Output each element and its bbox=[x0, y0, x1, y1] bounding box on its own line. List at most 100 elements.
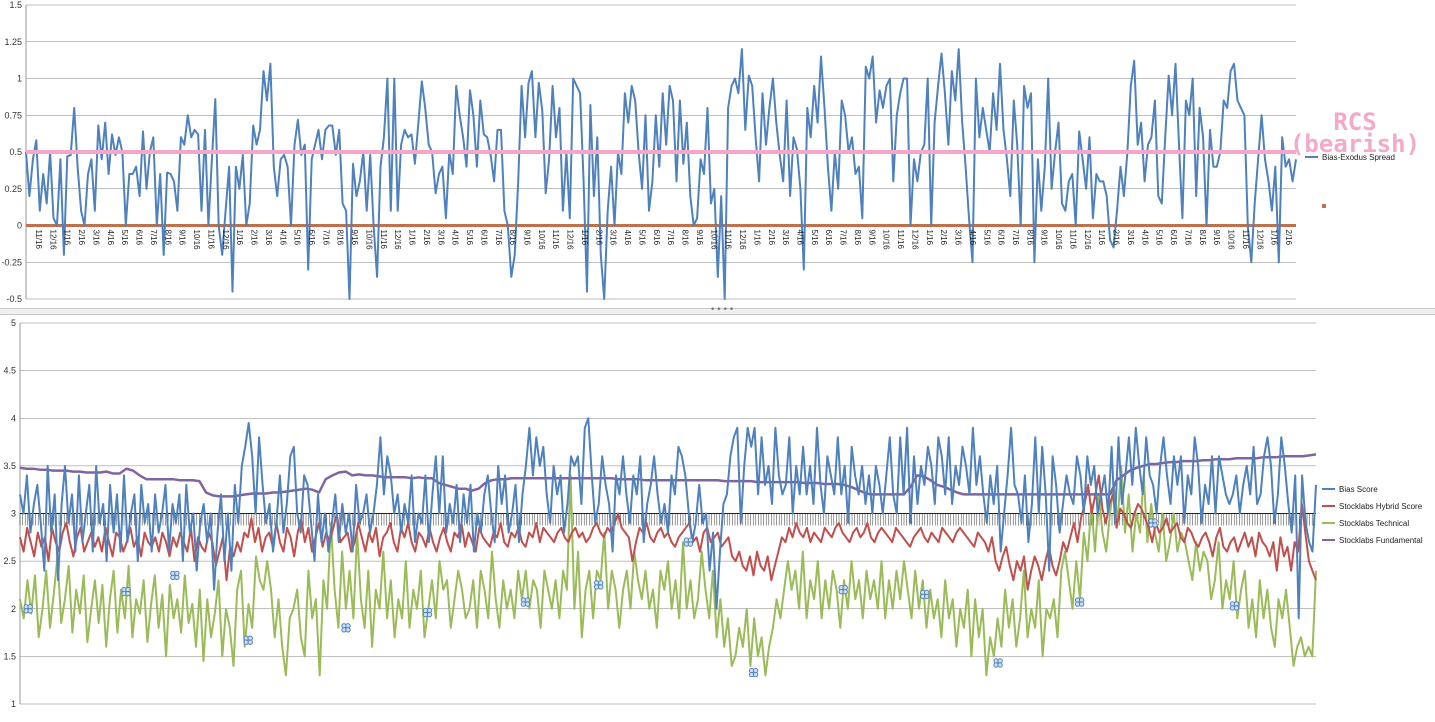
y-tick-label: 0.5 bbox=[9, 147, 22, 157]
x-tick-label: 9/16 bbox=[350, 230, 359, 246]
series-line-stocklabs-technical bbox=[19, 464, 1317, 677]
marker-point bbox=[1148, 518, 1158, 528]
legend-label-bias-exodus-spread: Bias-Exodus Spread bbox=[1322, 153, 1395, 162]
x-tick-label: 6/16 bbox=[652, 230, 661, 246]
x-tick-label: 9/16 bbox=[695, 230, 704, 246]
x-tick-label: 4/16 bbox=[796, 230, 805, 246]
y-tick-label: 0.75 bbox=[4, 110, 22, 120]
y-tick-label: 1 bbox=[17, 74, 22, 84]
x-tick-label: 1/16 bbox=[752, 230, 761, 246]
x-tick-label: 7/16 bbox=[839, 230, 848, 246]
x-tick-label: 6/16 bbox=[479, 230, 488, 246]
x-tick-label: 3/16 bbox=[1126, 230, 1135, 246]
x-tick-label: 12/16 bbox=[48, 230, 57, 251]
x-tick-label: 4/16 bbox=[968, 230, 977, 246]
x-tick-label: 10/16 bbox=[709, 230, 718, 251]
x-tick-label: 4/16 bbox=[623, 230, 632, 246]
x-tick-label: 7/16 bbox=[1183, 230, 1192, 246]
x-tick-label: 12/16 bbox=[393, 230, 402, 251]
legend-label-bias-score: Bias Score bbox=[1339, 485, 1378, 494]
x-tick-label: 5/16 bbox=[293, 230, 302, 246]
marker-point bbox=[993, 658, 1003, 668]
x-tick-label: 2/16 bbox=[250, 230, 259, 246]
y-tick-label: 4.5 bbox=[3, 366, 16, 376]
x-tick-label: 2/16 bbox=[77, 230, 86, 246]
bottom-chart-pane: 5 4.5 4 3.5 3 2.5 2 1.5 1 Bias Score Stocklabs Hyb… bbox=[0, 315, 1435, 717]
x-tick-label: 3/16 bbox=[609, 230, 618, 246]
x-tick-label: 5/16 bbox=[982, 230, 991, 246]
x-tick-label: 6/16 bbox=[824, 230, 833, 246]
x-tick-label: 8/16 bbox=[681, 230, 690, 246]
x-tick-label: 1/16 bbox=[580, 230, 589, 246]
x-tick-label: 9/16 bbox=[1040, 230, 1049, 246]
x-tick-label: 1/16 bbox=[63, 230, 72, 246]
marker-point bbox=[838, 585, 848, 595]
x-tick-label: 11/16 bbox=[379, 230, 388, 250]
splitter-grip-icon[interactable]: •••• bbox=[710, 305, 736, 315]
x-tick-label: 2/16 bbox=[422, 230, 431, 246]
y-tick-label: 4 bbox=[11, 413, 16, 423]
legend-label-stocklabs-hybrid-score: Stocklabs Hybrid Score bbox=[1339, 502, 1423, 511]
x-tick-label: 10/16 bbox=[192, 230, 201, 251]
x-tick-label: 11/16 bbox=[724, 230, 733, 250]
x-tick-label: 3/16 bbox=[781, 230, 790, 246]
x-tick-label: 12/16 bbox=[566, 230, 575, 251]
y-tick-label: 1 bbox=[11, 699, 16, 709]
x-tick-label: 6/16 bbox=[1169, 230, 1178, 246]
y-tick-label: -0.5 bbox=[6, 294, 22, 304]
marker-point bbox=[748, 667, 759, 678]
x-tick-label: 2/16 bbox=[939, 230, 948, 246]
y-tick-label: 0.25 bbox=[4, 184, 22, 194]
x-tick-label: 12/16 bbox=[1255, 230, 1264, 251]
x-tick-label: 10/16 bbox=[1054, 230, 1063, 251]
x-tick-label: 7/16 bbox=[321, 230, 330, 246]
x-tick-label: 12/16 bbox=[738, 230, 747, 251]
x-tick-label: 8/16 bbox=[1198, 230, 1207, 246]
x-tick-label: 5/16 bbox=[810, 230, 819, 246]
x-tick-label: 10/16 bbox=[365, 230, 374, 251]
x-tick-label: 8/16 bbox=[853, 230, 862, 246]
series-line-bias-exodus-spread bbox=[25, 48, 1297, 300]
x-tick-label: 1/16 bbox=[235, 230, 244, 246]
x-tick-label: 11/16 bbox=[34, 230, 43, 250]
x-tick-label: 6/16 bbox=[997, 230, 1006, 246]
x-tick-label: 10/16 bbox=[882, 230, 891, 251]
bias-score-chart: 5 4.5 4 3.5 3 2.5 2 1.5 1 Bias Score Stocklabs Hyb… bbox=[3, 318, 1423, 709]
y-tick-label: 1.25 bbox=[4, 37, 22, 47]
x-tick-label: 1/16 bbox=[1270, 230, 1279, 246]
x-tick-label: 6/16 bbox=[307, 230, 316, 246]
x-tick-label: 8/16 bbox=[1025, 230, 1034, 246]
x-tick-label: 4/16 bbox=[106, 230, 115, 246]
y-tick-label: 3.5 bbox=[3, 461, 16, 471]
y-tick-label: 2.5 bbox=[3, 556, 16, 566]
x-tick-label: 11/16 bbox=[896, 230, 905, 250]
x-tick-label: 2/16 bbox=[1284, 230, 1293, 246]
x-tick-label: 3/16 bbox=[436, 230, 445, 246]
x-tick-label: 2/16 bbox=[767, 230, 776, 246]
pane-splitter[interactable]: •••• bbox=[0, 305, 1435, 315]
y-tick-label: 0 bbox=[17, 221, 22, 231]
x-tick-label: 5/16 bbox=[1155, 230, 1164, 246]
x-tick-label: 1/16 bbox=[925, 230, 934, 246]
y-tick-label: 3 bbox=[11, 509, 16, 519]
x-tick-label: 7/16 bbox=[666, 230, 675, 246]
marker-point bbox=[121, 586, 131, 597]
marker-point bbox=[341, 623, 351, 633]
marker-point bbox=[1229, 601, 1240, 611]
x-tick-label: 10/16 bbox=[537, 230, 546, 251]
x-tick-label: 3/16 bbox=[264, 230, 273, 246]
marker-point bbox=[920, 589, 930, 600]
series-line-bias-score bbox=[19, 417, 1317, 620]
marker-point bbox=[520, 597, 531, 607]
x-tick-label: 11/16 bbox=[1069, 230, 1078, 250]
legend-swatch-zero-line bbox=[1322, 204, 1326, 208]
rcs-annotation-line1: RCS bbox=[1333, 108, 1376, 136]
x-tick-label: 8/16 bbox=[163, 230, 172, 246]
x-tick-label: 3/16 bbox=[954, 230, 963, 246]
x-tick-label: 5/16 bbox=[120, 230, 129, 246]
marker-point bbox=[1074, 597, 1085, 607]
top-chart-pane: 1.5 1.25 1 0.75 0.5 0.25 0 -0.25 -0.5 11/16 12/16 1… bbox=[0, 0, 1435, 309]
marker-point bbox=[422, 607, 433, 618]
marker-point bbox=[594, 580, 604, 590]
x-tick-label: 4/16 bbox=[1140, 230, 1149, 246]
